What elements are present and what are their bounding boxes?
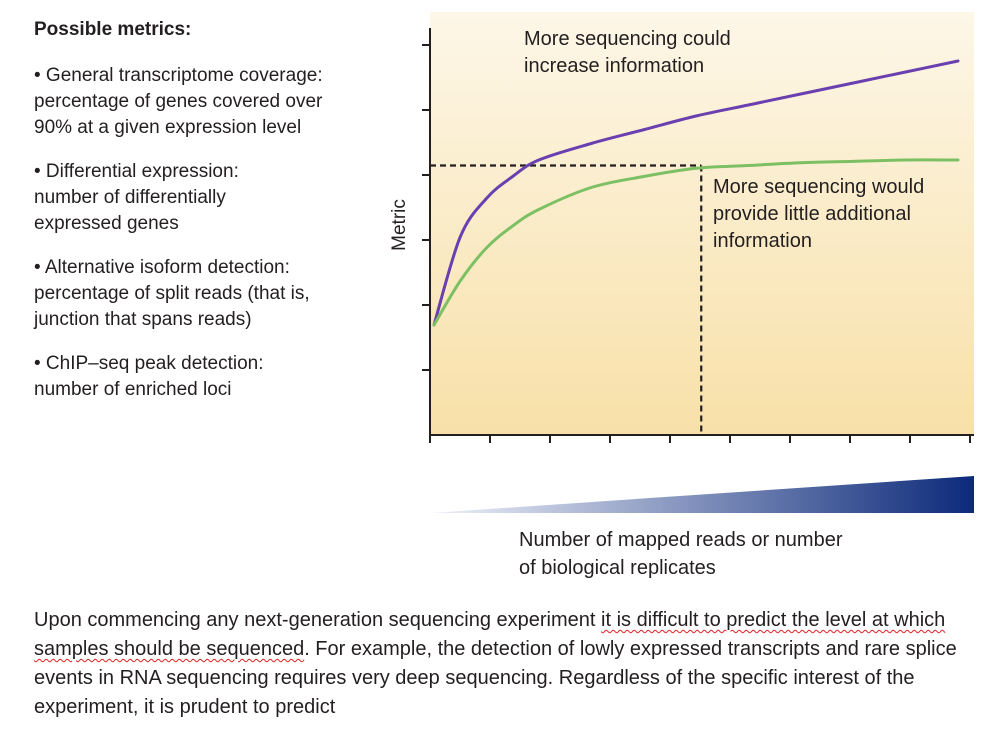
body-text-underlined: it is difficult to predict the level at … <box>34 609 946 660</box>
annotation-2: More sequencing would provide little addi… <box>713 176 924 252</box>
body-text-start: Upon commencing any next-generation sequ… <box>34 609 602 631</box>
saturation-chart: Metric More sequencing could increase inf… <box>389 12 974 579</box>
metric-line: • Differential expression: <box>34 161 239 182</box>
metric-line: junction that spans reads) <box>34 309 252 330</box>
metric-line: • General transcriptome coverage: <box>34 65 323 86</box>
metric-line: expressed genes <box>34 213 179 234</box>
x-axis-label: Number of mapped reads or number of biolo… <box>519 529 843 579</box>
metric-line: 90% at a given expression level <box>34 117 302 138</box>
metric-item-coverage: • General transcriptome coverage: percen… <box>34 63 404 141</box>
metric-line: • ChIP–seq peak detection: <box>34 353 264 374</box>
y-axis-label: Metric <box>389 199 410 251</box>
series-line-2 <box>432 158 960 327</box>
x-axis-gradient-wedge <box>430 476 974 513</box>
metric-item-isoform: • Alternative isoform detection: percent… <box>34 255 404 333</box>
body-text-end: . For example, the detection of lowly ex… <box>34 638 957 718</box>
metrics-heading: Possible metrics: <box>34 19 192 40</box>
series-line-1 <box>432 59 960 327</box>
metric-line: percentage of genes covered over <box>34 91 323 112</box>
body-paragraph: Upon commencing any next-generation sequ… <box>34 606 984 722</box>
metric-line: number of differentially <box>34 187 226 208</box>
metric-item-chipseq: • ChIP–seq peak detection: number of enr… <box>34 351 404 403</box>
metric-line: percentage of split reads (that is, <box>34 283 310 304</box>
plot-background <box>430 12 974 435</box>
annotation-1: More sequencing could increase informatio… <box>524 28 731 77</box>
metrics-panel: Possible metrics: • General transcriptom… <box>34 18 404 421</box>
metric-line: • Alternative isoform detection: <box>34 257 290 278</box>
metric-line: number of enriched loci <box>34 379 232 400</box>
metric-item-differential: • Differential expression: number of dif… <box>34 159 404 237</box>
